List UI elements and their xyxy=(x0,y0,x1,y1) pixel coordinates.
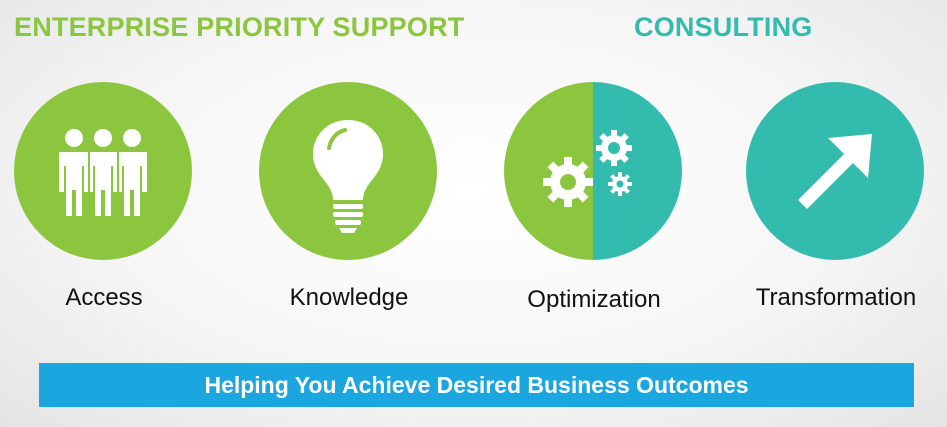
knowledge-tile: Knowledge xyxy=(259,82,439,311)
optimization-tile: Optimization xyxy=(504,82,684,313)
enterprise-priority-support-heading: ENTERPRISE PRIORITY SUPPORT xyxy=(14,12,465,42)
access-circle xyxy=(14,82,192,260)
lightbulb-icon xyxy=(313,120,383,233)
optimization-label: Optimization xyxy=(527,286,661,313)
gears-icon xyxy=(543,130,632,207)
people-icon xyxy=(59,129,147,216)
outcomes-banner: Helping You Achieve Desired Business Out… xyxy=(39,363,914,407)
transformation-circle xyxy=(746,82,924,260)
transformation-label: Transformation xyxy=(755,284,917,311)
outcomes-banner-text: Helping You Achieve Desired Business Out… xyxy=(204,371,749,398)
access-label: Access xyxy=(65,284,143,311)
access-tile: Access xyxy=(14,82,194,311)
knowledge-circle xyxy=(259,82,437,260)
arrow-up-right-icon xyxy=(798,134,872,209)
optimization-circle xyxy=(504,82,682,260)
knowledge-label: Knowledge xyxy=(289,284,409,311)
consulting-heading: CONSULTING xyxy=(634,12,813,42)
transformation-tile: Transformation xyxy=(746,82,926,311)
